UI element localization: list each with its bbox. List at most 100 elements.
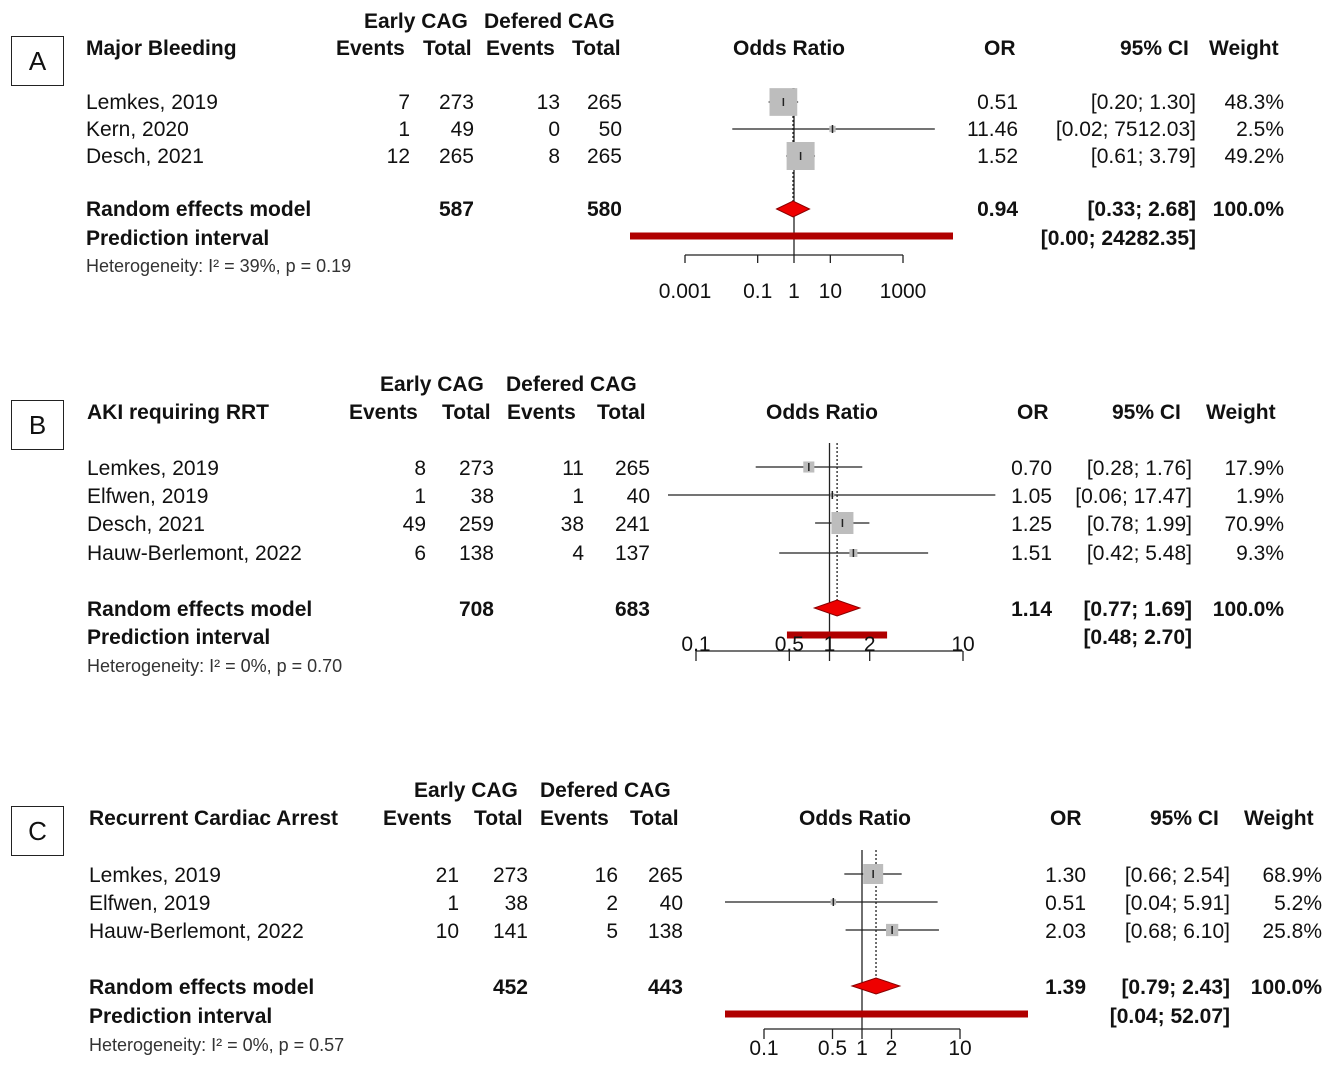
x-tick-label: 1 (788, 280, 800, 303)
plot-header: Odds Ratio (766, 401, 879, 424)
ci-header: 95% CI (1120, 37, 1189, 60)
or-cell: 11.46 (967, 118, 1018, 141)
x-tick-label: 0.1 (743, 280, 772, 303)
model-total2: 683 (614, 598, 650, 621)
weight-cell: 25.8% (1262, 920, 1322, 943)
weight-header: Weight (1244, 807, 1314, 830)
total2-header: Total (572, 37, 621, 60)
total1-cell: 38 (504, 892, 528, 915)
total1-cell: 273 (438, 91, 474, 114)
total2-header: Total (597, 401, 646, 424)
events1-cell: 1 (447, 892, 459, 915)
events2-cell: 2 (606, 892, 618, 915)
total2-cell: 265 (586, 145, 622, 168)
panel-a: A Early CAG Defered CAG Major Bleeding E… (0, 0, 1338, 330)
total2-cell: 137 (614, 542, 650, 565)
x-tick-label: 0.5 (818, 1037, 847, 1060)
ci-cell: [0.20; 1.30] (1090, 91, 1196, 114)
prediction-interval-bar (725, 1010, 1028, 1018)
model-label: Random effects model (87, 598, 313, 621)
ci-header: 95% CI (1112, 401, 1181, 424)
study-name: Lemkes, 2019 (89, 864, 221, 887)
weight-header: Weight (1206, 401, 1276, 424)
pi-ci: [0.48; 2.70] (1083, 626, 1192, 649)
x-tick-label: 1 (824, 633, 836, 656)
model-label: Random effects model (89, 976, 315, 999)
or-cell: 1.51 (1011, 542, 1052, 565)
or-header: OR (1017, 401, 1049, 424)
total1-header: Total (474, 807, 523, 830)
model-weight: 100.0% (1250, 976, 1322, 999)
outcome-title: Recurrent Cardiac Arrest (89, 807, 338, 830)
study-name: Kern, 2020 (86, 118, 189, 141)
total1-cell: 141 (492, 920, 528, 943)
panel-letter: B (11, 400, 64, 450)
x-tick-label: 1000 (880, 280, 927, 303)
or-header: OR (1050, 807, 1082, 830)
total2-cell: 138 (647, 920, 683, 943)
total2-cell: 265 (586, 91, 622, 114)
model-ci: [0.77; 1.69] (1083, 598, 1192, 621)
model-or: 1.39 (1045, 976, 1086, 999)
total2-cell: 265 (647, 864, 683, 887)
group2-header: Defered CAG (484, 10, 615, 33)
pi-ci: [0.04; 52.07] (1109, 1005, 1230, 1028)
x-tick-label: 0.001 (659, 280, 712, 303)
pi-label: Prediction interval (86, 227, 270, 250)
weight-cell: 70.9% (1224, 513, 1284, 536)
total1-cell: 259 (458, 513, 494, 536)
group1-header: Early CAG (364, 10, 468, 33)
group1-header: Early CAG (380, 373, 484, 396)
events2-cell: 1 (572, 485, 584, 508)
events1-cell: 6 (414, 542, 426, 565)
events1-cell: 7 (398, 91, 410, 114)
study-name: Hauw-Berlemont, 2022 (89, 920, 304, 943)
total2-cell: 241 (614, 513, 650, 536)
study-name: Lemkes, 2019 (87, 457, 219, 480)
outcome-title: Major Bleeding (86, 37, 237, 60)
study-name: Elfwen, 2019 (89, 892, 211, 915)
model-total2: 580 (586, 198, 622, 221)
ci-cell: [0.02; 7512.03] (1055, 118, 1196, 141)
x-tick-label: 1 (856, 1037, 868, 1060)
weight-cell: 17.9% (1224, 457, 1284, 480)
model-ci: [0.33; 2.68] (1087, 198, 1196, 221)
total1-cell: 138 (458, 542, 494, 565)
ci-cell: [0.42; 5.48] (1086, 542, 1192, 565)
model-total1: 587 (438, 198, 474, 221)
total2-cell: 265 (614, 457, 650, 480)
or-cell: 0.51 (977, 91, 1018, 114)
total2-cell: 40 (626, 485, 650, 508)
model-or: 1.14 (1011, 598, 1052, 621)
events1-header: Events (336, 37, 405, 60)
model-total1: 708 (458, 598, 494, 621)
x-tick-label: 10 (948, 1037, 971, 1060)
pi-ci: [0.00; 24282.35] (1040, 227, 1196, 250)
x-tick-label: 2 (886, 1037, 898, 1060)
total2-header: Total (630, 807, 679, 830)
ci-cell: [0.61; 3.79] (1090, 145, 1196, 168)
ci-cell: [0.04; 5.91] (1124, 892, 1230, 915)
study-name: Desch, 2021 (87, 513, 205, 536)
total2-cell: 50 (598, 118, 622, 141)
total1-header: Total (442, 401, 491, 424)
or-cell: 1.25 (1011, 513, 1052, 536)
x-tick-label: 2 (864, 633, 876, 656)
pooled-diamond (775, 200, 811, 218)
or-cell: 1.05 (1011, 485, 1052, 508)
outcome-title: AKI requiring RRT (87, 401, 269, 424)
events2-cell: 4 (572, 542, 584, 565)
weight-cell: 2.5% (1236, 118, 1284, 141)
events2-cell: 13 (536, 91, 560, 114)
heterogeneity-text: Heterogeneity: I² = 0%, p = 0.70 (87, 656, 343, 676)
panel-b: B Early CAG Defered CAG AKI requiring RR… (0, 363, 1338, 693)
events1-cell: 1 (398, 118, 410, 141)
total1-cell: 49 (450, 118, 474, 141)
forest-plot-a: 0.001 0.1 1 10 1000 (630, 88, 953, 303)
pi-label: Prediction interval (87, 626, 271, 649)
events2-cell: 5 (606, 920, 618, 943)
x-tick-label: 10 (819, 280, 842, 303)
pooled-diamond (850, 977, 902, 995)
events1-cell: 8 (414, 457, 426, 480)
weight-cell: 5.2% (1274, 892, 1322, 915)
